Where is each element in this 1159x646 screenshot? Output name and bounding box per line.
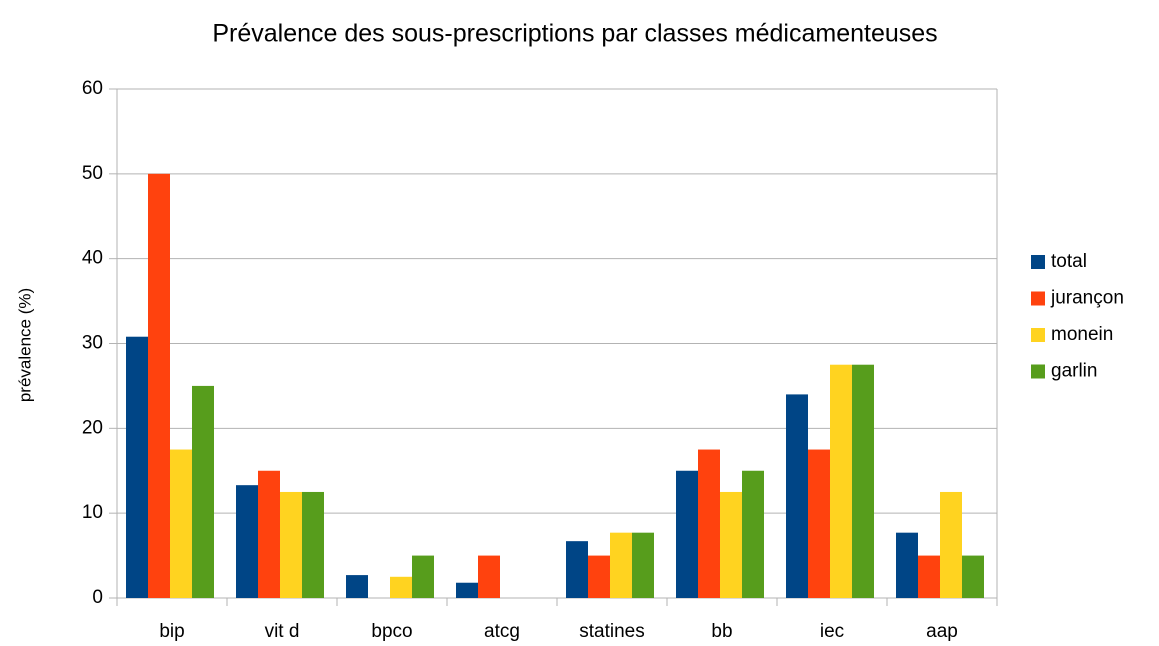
- bar: [808, 449, 830, 598]
- bar: [742, 470, 764, 598]
- bar: [258, 470, 280, 598]
- y-tick-label: 40: [82, 248, 103, 269]
- y-tick-label: 0: [92, 587, 103, 608]
- bar: [720, 491, 742, 598]
- bar: [918, 555, 940, 598]
- bar: [676, 470, 698, 598]
- bar: [478, 555, 500, 598]
- bar: [962, 555, 984, 598]
- x-tick-label: vit d: [265, 621, 300, 642]
- x-tick-label: bip: [159, 621, 184, 642]
- chart-title: Prévalence des sous-prescriptions par cl…: [212, 20, 937, 48]
- bar: [632, 532, 654, 598]
- x-tick-label: statines: [579, 621, 644, 642]
- legend-label: jurançon: [1050, 288, 1124, 309]
- bar: [170, 449, 192, 598]
- x-tick-label: aap: [926, 621, 958, 642]
- bar: [236, 485, 258, 598]
- bar: [566, 541, 588, 598]
- x-tick-label: bpco: [371, 621, 412, 642]
- bar: [456, 582, 478, 598]
- bar: [346, 575, 368, 598]
- legend-label: garlin: [1051, 361, 1097, 382]
- bar: [786, 394, 808, 598]
- bar: [412, 555, 434, 598]
- x-tick-label: bb: [711, 621, 732, 642]
- y-tick-label: 60: [82, 78, 103, 99]
- y-tick-label: 50: [82, 163, 103, 184]
- legend-label: total: [1051, 251, 1087, 272]
- legend-swatch: [1031, 364, 1045, 379]
- bar: [280, 491, 302, 598]
- bar: [588, 555, 610, 598]
- bar: [896, 532, 918, 598]
- legend-swatch: [1031, 328, 1045, 342]
- bar: [126, 336, 148, 598]
- bar: [940, 491, 962, 598]
- legend-swatch: [1031, 291, 1045, 306]
- y-tick-label: 10: [82, 502, 103, 523]
- bar: [830, 364, 852, 598]
- y-axis-label: prévalence (%): [15, 288, 34, 402]
- bar: [698, 449, 720, 598]
- y-tick-label: 20: [82, 417, 103, 438]
- bar: [852, 364, 874, 598]
- bar: [302, 491, 324, 598]
- bar: [192, 385, 214, 598]
- legend-swatch: [1031, 255, 1045, 269]
- bar: [148, 173, 170, 599]
- bar: [390, 576, 412, 598]
- x-tick-label: iec: [820, 621, 844, 642]
- bar: [610, 532, 632, 598]
- y-tick-label: 30: [82, 333, 103, 354]
- x-tick-label: atcg: [484, 621, 520, 642]
- legend-label: monein: [1051, 324, 1113, 345]
